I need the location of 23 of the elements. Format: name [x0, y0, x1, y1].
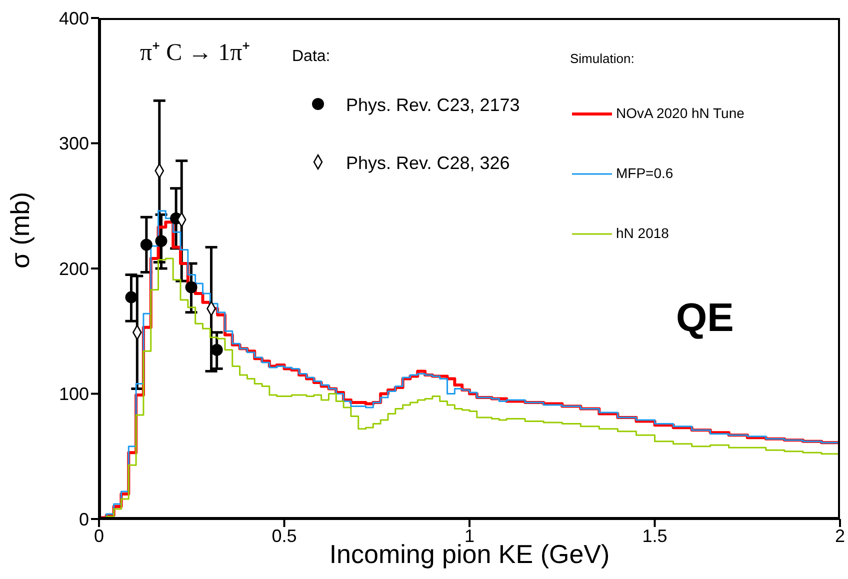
point [140, 238, 152, 251]
y-tick-label: 300 [58, 134, 89, 154]
legend-label: Phys. Rev. C28, 326 [346, 153, 510, 174]
x-tick-label: 1.5 [642, 526, 668, 546]
x-tick-label: 0 [94, 526, 104, 546]
annotation: QE [676, 296, 734, 341]
x-tick-label: 2 [834, 526, 846, 546]
y-tick-label: 0 [78, 509, 89, 530]
legend-label: Phys. Rev. C23, 2173 [346, 95, 520, 116]
y-tick-label: 200 [58, 258, 89, 279]
point [185, 281, 198, 294]
legend-label: MFP=0.6 [616, 165, 674, 181]
legend-label: NOvA 2020 hN Tune [616, 105, 744, 121]
y-tick-label: 400 [58, 8, 89, 28]
annotation: π⁺ C → 1π⁺ [140, 39, 250, 67]
annotation: Simulation: [570, 51, 634, 66]
point [125, 291, 138, 304]
x-tick-label: 0.5 [272, 526, 297, 546]
point [155, 234, 168, 247]
annotation: Data: [292, 48, 330, 66]
y-tick-label: 100 [58, 384, 89, 404]
legend-label: hN 2018 [616, 225, 669, 241]
y-axis-title: σ (mb) [5, 192, 36, 268]
